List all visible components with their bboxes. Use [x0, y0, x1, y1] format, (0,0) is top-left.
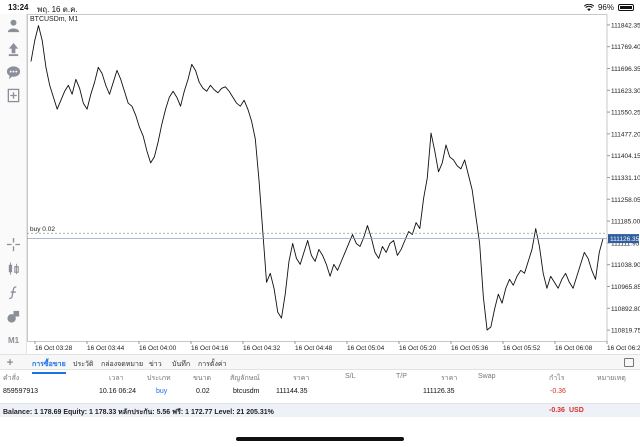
currency-label: USD [569, 407, 584, 414]
tab-news[interactable]: ข่าว [149, 361, 162, 368]
y-tick-label: 111404.15 [611, 153, 640, 160]
y-tick-label: 111331.10 [611, 175, 640, 182]
timeframe-button[interactable]: M1 [7, 336, 20, 345]
chat-icon[interactable] [4, 63, 23, 82]
y-tick-label: 111696.35 [611, 66, 640, 73]
wifi-icon [583, 4, 594, 11]
y-tick-label: 111258.05 [611, 197, 640, 204]
y-tick-label: 110819.75 [611, 328, 640, 335]
y-tick-label: 111769.40 [611, 44, 640, 51]
col-sl: S/L [345, 373, 356, 380]
y-tick-label: 111623.30 [611, 88, 640, 95]
terminal-tabs: + การซื้อขาย ประวัติ กล่องจดหมาย ข่าว บั… [0, 354, 640, 374]
y-tick-label: 110892.80 [611, 306, 640, 313]
current-price-label: 111126.35 [610, 236, 640, 243]
col-price: ราคา [293, 375, 310, 382]
add-chart-icon[interactable] [4, 86, 23, 105]
col-profit: กำไร [549, 375, 565, 382]
indicators-icon[interactable] [4, 259, 23, 278]
col-time: เวลา [109, 375, 124, 382]
plot-frame [27, 14, 608, 342]
col-size: ขนาด [193, 375, 212, 382]
col-comment: หมายเหตุ [597, 375, 626, 382]
row-profit: -0.36 [550, 388, 566, 395]
balance-summary: Balance: 1 178.69 Equity: 1 178.33 หลักป… [3, 409, 274, 416]
chart-toolbar: M1 [0, 14, 27, 354]
x-tick-label: 16 Oct 05:20 [399, 345, 437, 352]
y-tick-label: 111038.90 [611, 262, 640, 269]
status-time: 13:24 [8, 3, 29, 12]
x-tick-label: 16 Oct 06:08 [555, 345, 593, 352]
home-indicator [236, 437, 404, 441]
add-icon[interactable]: + [6, 355, 14, 369]
y-tick-label: 111550.25 [611, 110, 640, 117]
col-tp: T/P [396, 373, 407, 380]
status-bar: 13:24 พฤ. 16 ต.ค. 96% [0, 0, 640, 14]
x-tick-label: 16 Oct 06:24 [607, 345, 640, 352]
total-profit: -0.36 [549, 407, 565, 414]
x-tick-label: 16 Oct 03:28 [35, 345, 73, 352]
objects-icon[interactable] [4, 307, 23, 326]
price-series-line [30, 25, 604, 331]
col-price-current: ราคา [441, 375, 458, 382]
row-size: 0.02 [196, 388, 210, 395]
status-date: พฤ. 16 ต.ค. [37, 5, 78, 14]
battery-percent: 96% [597, 3, 614, 12]
x-tick-label: 16 Oct 05:36 [451, 345, 489, 352]
table-row[interactable]: 859597913 10.16 06:24 buy 0.02 btcusdm 1… [0, 388, 640, 401]
crosshair-icon[interactable] [4, 235, 23, 254]
x-tick-label: 16 Oct 04:16 [191, 345, 229, 352]
y-tick-label: 111185.00 [611, 219, 640, 226]
account-icon[interactable] [4, 16, 23, 35]
x-tick-label: 16 Oct 05:04 [347, 345, 385, 352]
col-type: ประเภท [147, 375, 171, 382]
tab-mailbox[interactable]: กล่องจดหมาย [101, 361, 144, 368]
function-icon[interactable] [4, 283, 23, 302]
row-time: 10.16 06:24 [99, 388, 136, 395]
current-price-tag [608, 234, 639, 244]
row-price-current: 111126.35 [423, 388, 455, 395]
chart-canvas[interactable]: 111842.35 111769.40 111696.35 111623.30 1115… [27, 14, 640, 354]
status-right: 96% [583, 3, 634, 12]
tab-journal[interactable]: บันทึก [172, 361, 191, 368]
expand-icon[interactable] [624, 358, 634, 367]
col-swap: Swap [478, 373, 496, 380]
row-symbol: btcusdm [233, 388, 260, 395]
col-order: คำสั่ง [3, 375, 20, 382]
price-chart[interactable]: 111842.35 111769.40 111696.35 111623.30 1115… [27, 14, 640, 354]
x-tick-label: 16 Oct 04:00 [139, 345, 177, 352]
x-tick-label: 16 Oct 04:32 [243, 345, 281, 352]
row-price: 111144.35 [276, 388, 308, 395]
symbol-label: BTCUSDm, M1 [30, 16, 79, 23]
y-tick-label: 111842.35 [611, 22, 640, 29]
y-tick-label: 111111.95 [611, 240, 640, 247]
tab-settings[interactable]: การตั้งค่า [198, 361, 227, 368]
row-type: buy [156, 388, 168, 395]
tab-trade[interactable]: การซื้อขาย [32, 361, 66, 374]
col-symbol: สัญลักษณ์ [230, 375, 260, 382]
x-tick-label: 16 Oct 03:44 [87, 345, 125, 352]
x-tick-label: 16 Oct 04:48 [295, 345, 333, 352]
order-line-label: buy 0.02 [30, 226, 55, 233]
row-order: 859597913 [3, 388, 39, 395]
y-tick-label: 111477.20 [611, 131, 640, 138]
battery-icon [618, 4, 634, 11]
orders-table-header: คำสั่ง เวลา ประเภท ขนาด สัญลักษณ์ ราคา S… [0, 373, 640, 385]
x-tick-label: 16 Oct 05:52 [503, 345, 541, 352]
tab-history[interactable]: ประวัติ [73, 361, 94, 368]
y-tick-label: 110965.85 [611, 284, 640, 291]
balance-bar: Balance: 1 178.69 Equity: 1 178.33 หลักป… [0, 403, 640, 417]
trade-icon[interactable] [4, 40, 23, 59]
